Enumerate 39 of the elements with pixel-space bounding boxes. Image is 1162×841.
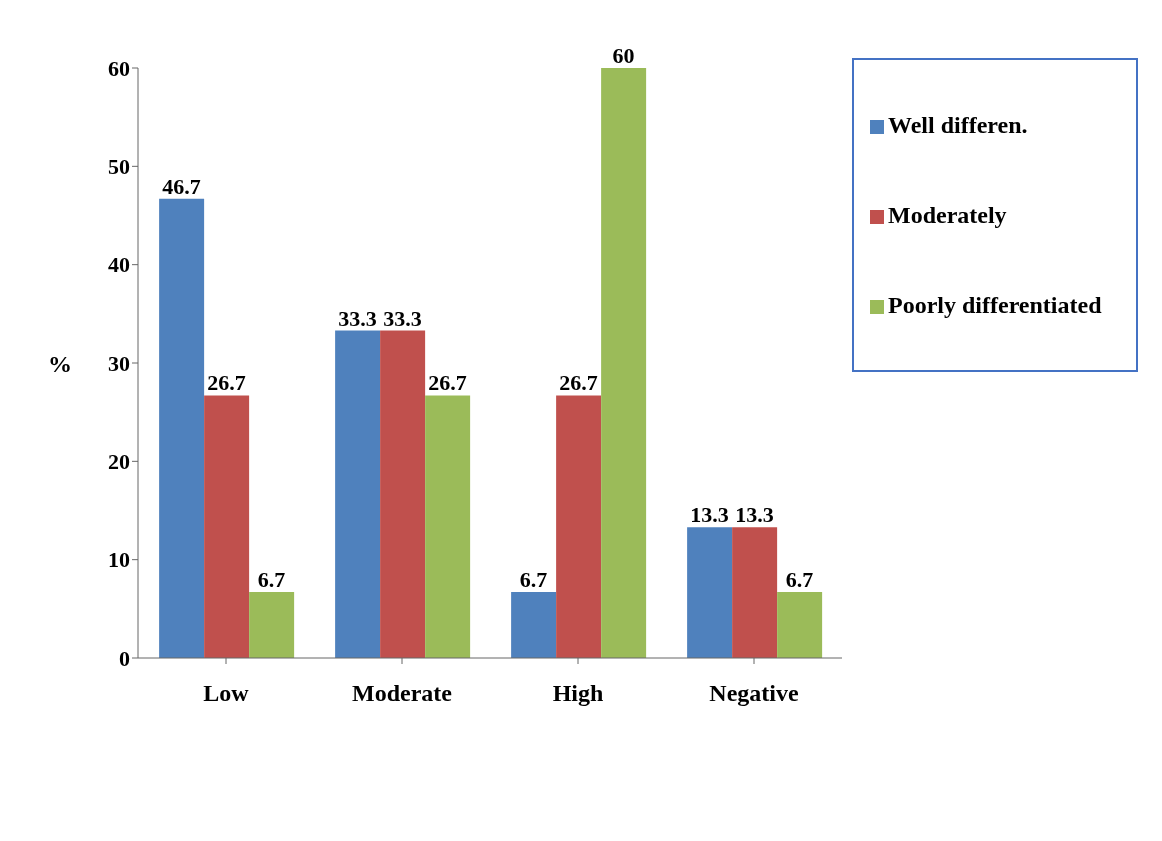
y-tick-label: 60 (108, 55, 130, 81)
bar (556, 395, 602, 658)
legend-label: Moderately (888, 202, 1007, 228)
y-axis-title: % (48, 350, 72, 377)
bar (732, 527, 778, 658)
x-tick-label: Low (203, 680, 250, 707)
bar (335, 330, 381, 658)
legend-label: Well differen. (888, 112, 1028, 138)
y-tick-label: 0 (119, 645, 130, 671)
data-label: 26.7 (207, 370, 246, 396)
legend-label: Poorly differentiated (888, 292, 1102, 318)
data-label: 13.3 (735, 502, 774, 528)
bar (425, 395, 471, 658)
data-label: 26.7 (559, 370, 598, 396)
bar (159, 198, 205, 658)
data-label: 33.3 (338, 305, 377, 331)
x-tick-label: Negative (709, 680, 799, 707)
y-tick-label: 30 (108, 350, 130, 376)
data-label: 13.3 (690, 502, 729, 528)
data-label: 6.7 (785, 567, 814, 593)
y-tick-label: 40 (108, 252, 130, 278)
x-tick-label: High (552, 680, 604, 707)
data-label: 26.7 (428, 370, 467, 396)
bar (380, 330, 426, 658)
bar (777, 592, 823, 658)
data-label: 6.7 (257, 567, 286, 593)
y-tick-label: 20 (108, 449, 130, 475)
bar (687, 527, 733, 658)
data-label: 6.7 (519, 567, 548, 593)
data-label: 33.3 (383, 305, 422, 331)
data-label: 60 (612, 43, 635, 68)
bar (204, 395, 250, 658)
y-tick-label: 50 (108, 154, 130, 180)
x-tick-label: Moderate (352, 680, 453, 707)
y-tick-label: 10 (108, 547, 130, 573)
bar (601, 68, 647, 658)
data-label: 46.7 (162, 173, 201, 199)
bar (511, 592, 557, 658)
bar (249, 592, 295, 658)
